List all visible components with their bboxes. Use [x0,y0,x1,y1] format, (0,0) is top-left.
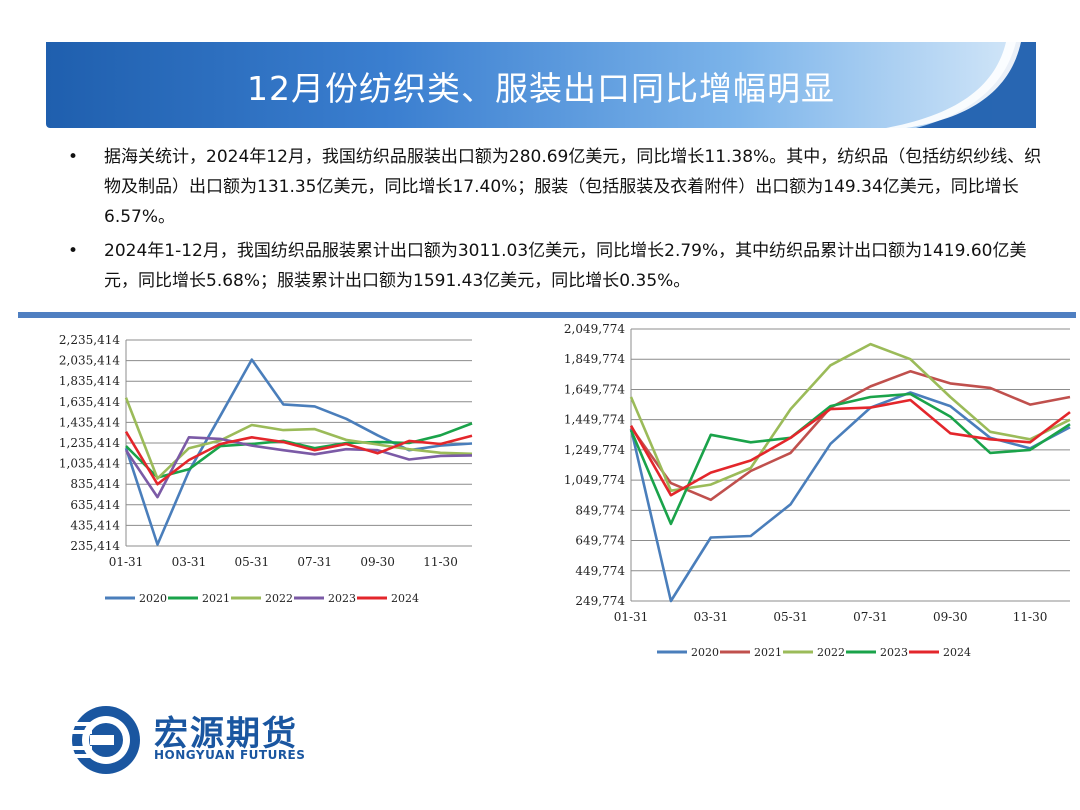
series-line-2022 [124,397,473,480]
series-line-2024 [629,398,1071,497]
y-tick-label: 1,849,774 [564,352,625,366]
y-tick-label: 2,049,774 [564,322,625,336]
x-tick-label: 09-30 [360,555,395,569]
bullet-marker: • [68,147,79,167]
legend-label: 2021 [202,592,230,605]
x-tick-label: 09-30 [933,610,968,624]
y-tick-label: 835,414 [70,477,120,491]
x-tick-label: 05-31 [773,610,808,624]
x-tick-label: 05-31 [235,555,270,569]
company-logo: 宏源期货 HONGYUAN FUTURES [68,700,348,780]
legend-label: 2024 [943,646,971,659]
y-tick-label: 1,449,774 [564,413,625,427]
y-tick-label: 1,635,414 [59,395,120,409]
series-line-2023 [124,436,473,499]
y-tick-label: 1,035,414 [59,457,120,471]
y-tick-label: 449,774 [575,564,625,578]
legend-label: 2023 [880,646,908,659]
y-tick-label: 649,774 [575,534,625,548]
series-line-2022 [629,342,1071,492]
bullet-item: • 2024年1-12月，我国纺织品服装累计出口额为3011.03亿美元，同比增… [60,236,1050,296]
page-title: 12月份纺织类、服装出口同比增幅明显 [247,69,835,108]
y-tick-label: 2,235,414 [59,333,120,347]
bullet-list: • 据海关统计，2024年12月，我国纺织品服装出口额为280.69亿美元，同比… [60,142,1050,300]
series-line-2020 [629,391,1071,603]
logo-name: 宏源期货 [154,714,298,754]
legend-label: 2020 [139,592,167,605]
logo-icon [70,706,140,774]
x-tick-label: 03-31 [172,555,207,569]
series-line-2024 [124,431,473,486]
banner-wave-decoration [886,42,1036,128]
legend-label: 2021 [754,646,782,659]
x-tick-label: 11-30 [1013,610,1048,624]
legend-label: 2022 [817,646,845,659]
y-tick-label: 635,414 [70,498,120,512]
bullet-item: • 据海关统计，2024年12月，我国纺织品服装出口额为280.69亿美元，同比… [60,142,1050,232]
legend-label: 2024 [391,592,419,605]
bullet-marker: • [68,241,79,261]
y-tick-label: 1,649,774 [564,382,625,396]
y-tick-label: 1,249,774 [564,443,625,457]
section-divider [18,312,1076,318]
series-line-2021 [629,369,1071,502]
y-tick-label: 249,774 [575,594,625,608]
y-tick-label: 849,774 [575,503,625,517]
x-tick-label: 11-30 [423,555,458,569]
right-line-chart: 2,049,774 1,849,774 1,649,774 1,449,774 1,24… [564,322,1071,659]
x-tick-label: 01-31 [109,555,144,569]
x-tick-label: 03-31 [694,610,729,624]
left-line-chart: 2,235,414 2,035,414 1,835,414 1,635,414 1,43… [59,333,473,605]
y-tick-label: 435,414 [70,518,120,532]
y-tick-label: 2,035,414 [59,354,120,368]
logo-subtitle: HONGYUAN FUTURES [154,748,306,762]
y-tick-label: 1,835,414 [59,374,120,388]
legend-label: 2022 [265,592,293,605]
y-tick-label: 235,414 [70,539,120,553]
x-tick-label: 01-31 [614,610,649,624]
bullet-text: 2024年1-12月，我国纺织品服装累计出口额为3011.03亿美元，同比增长2… [104,241,1027,291]
series-line-2023 [629,392,1071,526]
bullet-text: 据海关统计，2024年12月，我国纺织品服装出口额为280.69亿美元，同比增长… [104,147,1042,227]
x-tick-label: 07-31 [853,610,888,624]
y-tick-label: 1,435,414 [59,415,120,429]
legend-label: 2023 [328,592,356,605]
y-tick-label: 1,049,774 [564,473,625,487]
legend-label: 2020 [691,646,719,659]
x-tick-label: 07-31 [297,555,332,569]
y-tick-label: 1,235,414 [59,436,120,450]
title-banner: 12月份纺织类、服装出口同比增幅明显 [46,42,1036,128]
